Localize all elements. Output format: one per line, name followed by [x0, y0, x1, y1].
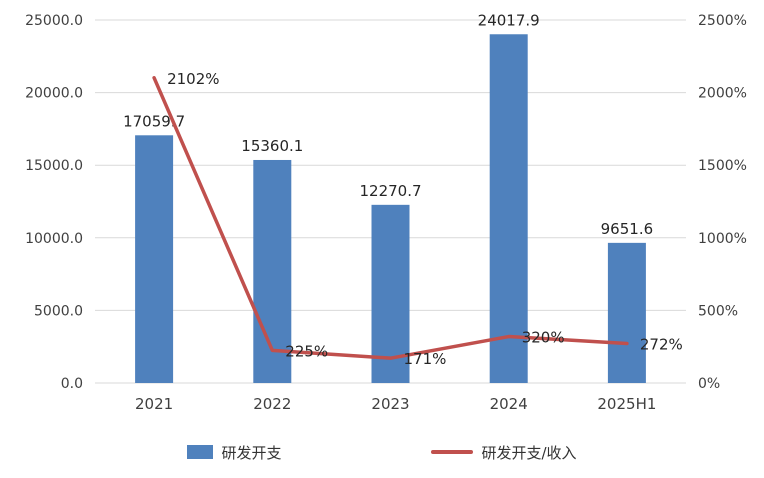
bar-value-label: 24017.9 — [478, 11, 540, 29]
left-axis-tick-label: 25000.0 — [25, 13, 83, 29]
category-label: 2022 — [253, 395, 291, 413]
trend-line — [152, 76, 629, 360]
bar-value-label: 9651.6 — [601, 220, 654, 238]
bar-value-label: 15360.1 — [241, 137, 303, 155]
right-axis-tick-label: 1000% — [698, 231, 747, 247]
right-axis-tick-label: 2500% — [698, 13, 747, 29]
line-value-label: 272% — [640, 336, 683, 354]
line-value-label: 320% — [522, 329, 565, 347]
legend-item-line-series: 研发开支/收入 — [431, 442, 577, 463]
category-label: 2021 — [135, 395, 173, 413]
legend-label-line-series: 研发开支/收入 — [481, 443, 577, 462]
legend-item-bar-series: 研发开支 — [187, 442, 281, 463]
left-axis-tick-label: 0.0 — [61, 376, 83, 392]
line-series-swatch-icon — [431, 450, 474, 454]
bar-value-label: 12270.7 — [359, 182, 421, 200]
left-axis-tick-label: 15000.0 — [25, 158, 83, 174]
left-axis-tick-label: 10000.0 — [25, 231, 83, 247]
category-label: 2025H1 — [597, 395, 656, 413]
bar — [135, 135, 174, 383]
bar-series-swatch-icon — [187, 445, 214, 459]
line-value-label: 171% — [404, 350, 447, 368]
bar — [489, 34, 528, 383]
bar — [371, 204, 410, 383]
left-axis-tick-label: 20000.0 — [25, 86, 83, 102]
right-axis-tick-label: 2000% — [698, 86, 747, 102]
line-value-label: 225% — [285, 342, 328, 360]
category-label: 2023 — [371, 395, 409, 413]
bar — [253, 159, 292, 383]
left-axis-tick-label: 5000.0 — [34, 303, 83, 319]
right-axis-tick-label: 0% — [698, 376, 720, 392]
line-value-label: 2102% — [167, 70, 219, 88]
category-label: 2024 — [490, 395, 528, 413]
legend-label-bar-series: 研发开支 — [221, 443, 282, 462]
right-axis-tick-label: 1500% — [698, 158, 747, 174]
right-axis-tick-label: 500% — [698, 303, 738, 319]
bar — [607, 242, 646, 383]
chart-canvas: 0.0 0% 5000.0 500% 10000.0 1000% 15000.0 1500% 2… — [25, 11, 747, 413]
legend: 研发开支 研发开支/收入 — [0, 430, 764, 474]
